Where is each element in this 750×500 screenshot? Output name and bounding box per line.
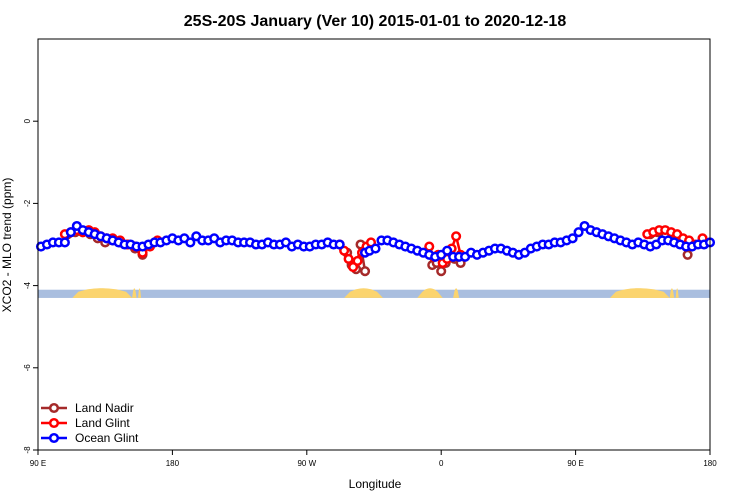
land-region-3 <box>417 288 443 298</box>
data-point <box>682 249 693 260</box>
data-point <box>59 237 70 248</box>
y-tick-label: -8 <box>23 446 32 454</box>
land-region-5-wrap <box>609 288 666 298</box>
y-tick-label: 0 <box>23 118 32 123</box>
y-tick-label: -4 <box>23 281 32 289</box>
data-point <box>334 239 345 250</box>
data-point <box>370 243 381 254</box>
series-layer <box>35 220 716 277</box>
y-axis: 0 -2 -4 -6 -8 <box>23 118 38 454</box>
data-point <box>567 233 578 244</box>
y-axis-label: XCO2 - MLO trend (ppm) <box>0 178 14 313</box>
x-tick-label: 0 <box>439 459 444 468</box>
legend-label: Land Glint <box>75 416 130 430</box>
legend-swatch-marker <box>48 402 60 414</box>
legend-item: Land Glint <box>41 416 130 430</box>
chart-title: 25S-20S January (Ver 10) 2015-01-01 to 2… <box>184 13 567 30</box>
series-ocean-glint <box>35 220 716 262</box>
legend-label: Land Nadir <box>75 401 134 415</box>
plot-frame <box>37 38 711 451</box>
data-point <box>185 237 196 248</box>
legend-item: Land Nadir <box>41 401 134 415</box>
legend-swatch-marker <box>48 432 60 444</box>
data-point <box>352 255 363 266</box>
land-mask-band <box>38 288 710 298</box>
x-tick-label: 90 E <box>567 459 583 468</box>
land-region-6-wrap <box>669 288 675 298</box>
data-point <box>65 227 76 238</box>
x-axis: 90 E 180 90 W 0 90 E 180 <box>30 450 717 468</box>
data-point <box>442 245 453 256</box>
land-region-2 <box>344 288 383 298</box>
y-tick-label: -2 <box>23 199 32 207</box>
land-region-1-wrap <box>675 288 679 298</box>
data-point <box>573 227 584 238</box>
x-tick-label: 180 <box>703 459 717 468</box>
data-point <box>451 231 462 242</box>
x-axis-label: Longitude <box>349 477 402 491</box>
legend-item: Ocean Glint <box>41 431 139 445</box>
x-tick-label: 180 <box>166 459 180 468</box>
data-point <box>436 266 447 277</box>
legend-swatch-marker <box>48 417 60 429</box>
x-tick-label: 90 E <box>30 459 46 468</box>
land-region-6 <box>132 288 137 298</box>
land-region-4 <box>453 288 460 298</box>
x-tick-label: 90 W <box>297 459 316 468</box>
data-point <box>343 253 354 264</box>
land-region-1 <box>138 288 142 298</box>
legend-label: Ocean Glint <box>75 431 139 445</box>
data-point <box>359 266 371 277</box>
y-tick-label: -6 <box>23 364 32 372</box>
land-region-5 <box>72 288 128 298</box>
